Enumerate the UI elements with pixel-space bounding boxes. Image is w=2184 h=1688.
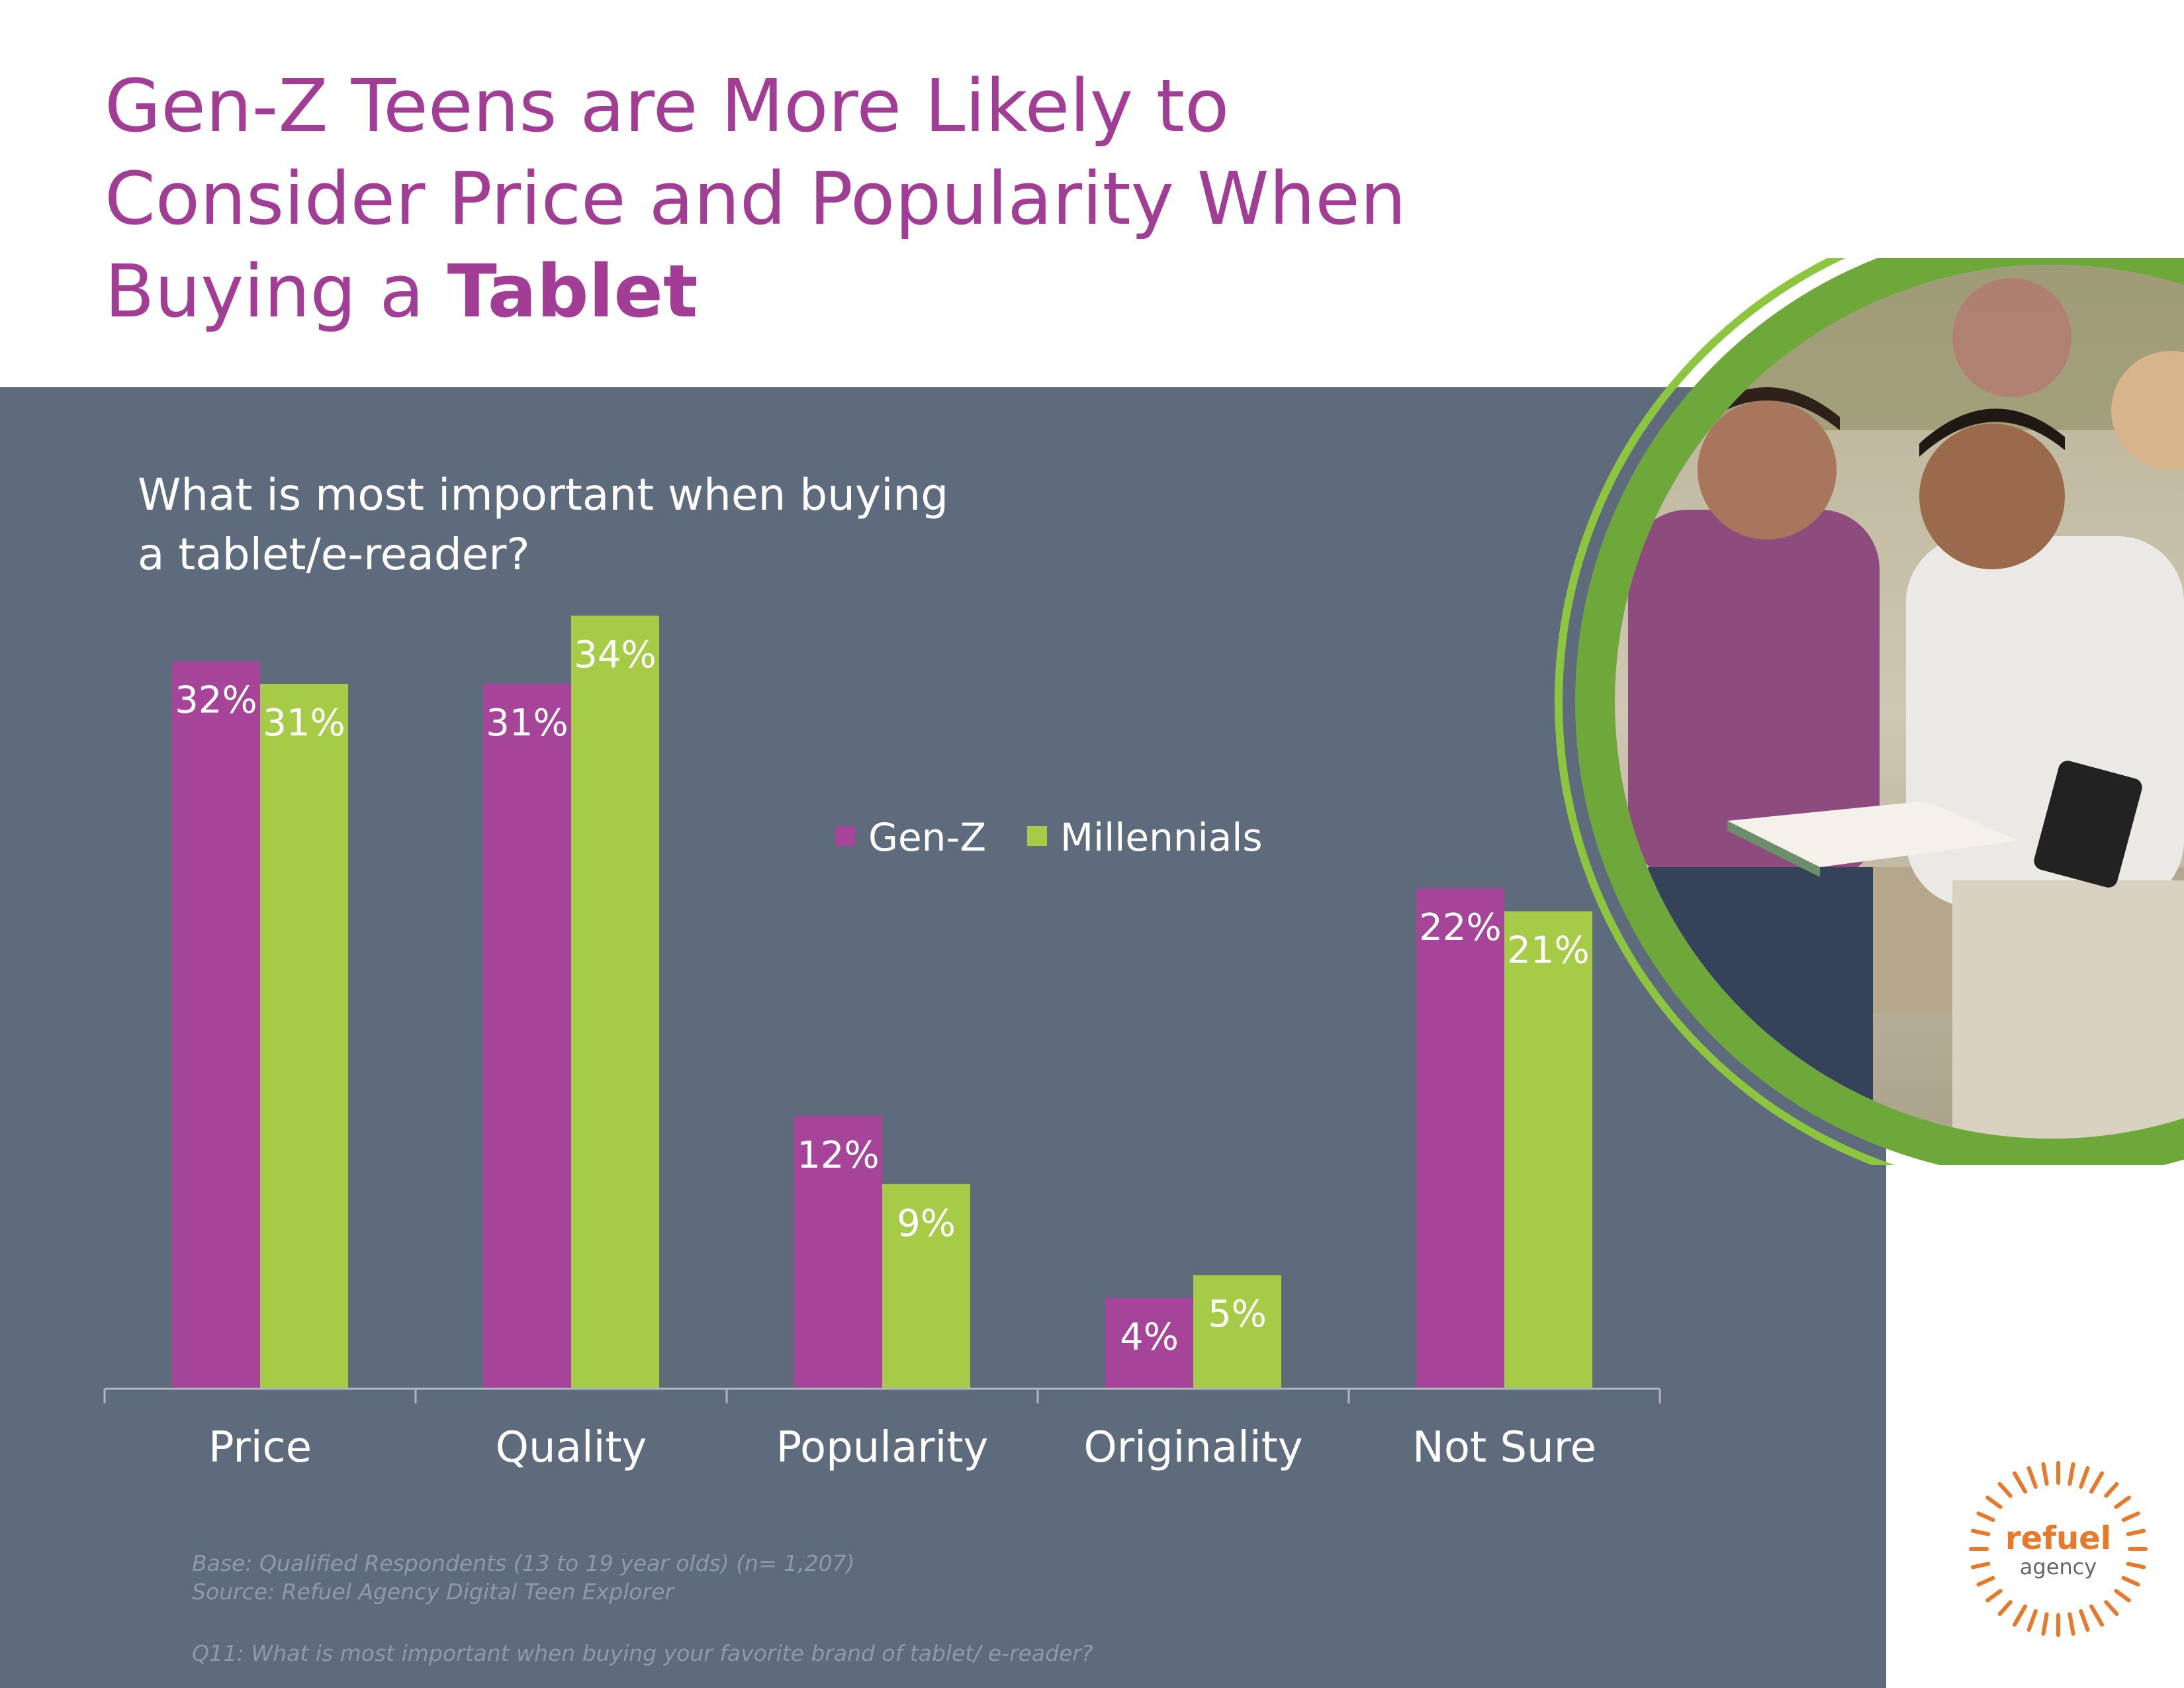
bar-millennials-originality	[1193, 1275, 1281, 1389]
legend-swatch-millennials	[1027, 826, 1047, 846]
logo-ray	[2068, 1612, 2075, 1636]
logo-ray	[2026, 1609, 2038, 1632]
bar-gen-z-price	[172, 661, 260, 1389]
bar-gen-z-quality	[483, 684, 571, 1389]
logo-ray	[2089, 1472, 2103, 1494]
bar-millennials-price	[260, 684, 348, 1389]
category-label: Originality	[1083, 1423, 1302, 1472]
data-label: 31%	[263, 702, 345, 745]
logo-ray	[1985, 1589, 2003, 1603]
logo-ray	[2089, 1604, 2103, 1626]
logo-ray	[2079, 1466, 2090, 1489]
legend-label-millennials: Millennials	[1060, 815, 1263, 860]
legend-label-gen-z: Gen-Z	[868, 815, 986, 860]
legend: Gen-Z Millennials	[835, 815, 1263, 860]
bar-gen-z-popularity	[794, 1115, 882, 1389]
logo-ray	[1997, 1481, 2013, 1498]
logo-ray	[2104, 1600, 2119, 1617]
logo-ray	[2126, 1528, 2146, 1536]
category-label: Price	[208, 1423, 312, 1472]
bar-chart: What is most important when buying a tab…	[103, 469, 1661, 1472]
logo-word-agency: agency	[2020, 1554, 2097, 1579]
page-title: Gen-Z Teens are More Likely to Consider …	[105, 60, 1561, 338]
logo-ray	[2121, 1511, 2140, 1523]
refuel-logo: refuel agency	[1969, 1461, 2148, 1637]
logo-ray	[1997, 1600, 2013, 1617]
bars-layer: 32%31% 31%34%12%9%4%5%22%21%	[172, 616, 1592, 1389]
logo-ray	[2126, 1562, 2146, 1570]
footnote-base: Base: Qualified Respondents (13 to 19 ye…	[192, 1550, 855, 1576]
bar-millennials-popularity	[882, 1184, 970, 1389]
logo-word-refuel: refuel	[2005, 1520, 2111, 1557]
legend-swatch-gen-z	[835, 826, 855, 846]
logo-ray	[1985, 1495, 2003, 1509]
category-label: Popularity	[776, 1423, 989, 1472]
chart-title-line-1: What is most important when buying	[138, 469, 948, 520]
footnote-question: Q11: What is most important when buying …	[192, 1640, 1093, 1666]
logo-ray	[2104, 1481, 2119, 1498]
data-label: 32%	[175, 679, 257, 722]
bar-millennials-quality	[571, 616, 659, 1389]
logo-ray	[1970, 1528, 1991, 1536]
data-label: 31%	[486, 702, 568, 745]
data-label: 22%	[1419, 906, 1501, 949]
logo-ray	[2114, 1495, 2131, 1509]
data-label: 9%	[897, 1202, 956, 1245]
x-axis: Price Quality Popularity Originality Not Sur…	[103, 1387, 1661, 1472]
logo-ray	[2013, 1604, 2027, 1626]
logo-ray	[1976, 1511, 1995, 1523]
footnote-source: Source: Refuel Agency Digital Teen Explo…	[192, 1579, 674, 1605]
chart-title-line-2: a tablet/e-reader?	[138, 529, 530, 580]
students-photo	[1615, 265, 2184, 1139]
logo-ray	[2079, 1609, 2090, 1632]
page-title-text: Gen-Z Teens are More Likely to Consider …	[105, 64, 1406, 334]
data-label: 4%	[1120, 1316, 1179, 1359]
data-label: 5%	[1208, 1293, 1267, 1336]
logo-ray	[2121, 1575, 2140, 1587]
logo-ray	[1976, 1575, 1995, 1587]
logo-ray	[2026, 1466, 2038, 1489]
data-label: 34%	[574, 633, 656, 677]
category-label: Quality	[496, 1423, 647, 1472]
logo-ray	[2041, 1612, 2049, 1636]
logo-ray	[2114, 1589, 2131, 1603]
category-label: Not Sure	[1412, 1423, 1596, 1472]
bar-gen-z-originality	[1105, 1297, 1193, 1389]
logo-ray	[2068, 1462, 2075, 1486]
logo-ray	[1970, 1562, 1991, 1570]
logo-ray	[2041, 1462, 2049, 1486]
bar-millennials-not-sure	[1504, 911, 1592, 1389]
page-title-emphasis: Tablet	[447, 249, 698, 334]
logo-sunburst	[1969, 1461, 2148, 1637]
data-label: 12%	[797, 1134, 879, 1177]
logo-ray	[2013, 1472, 2027, 1494]
data-label: 21%	[1507, 929, 1589, 972]
bar-gen-z-not-sure	[1416, 888, 1504, 1389]
